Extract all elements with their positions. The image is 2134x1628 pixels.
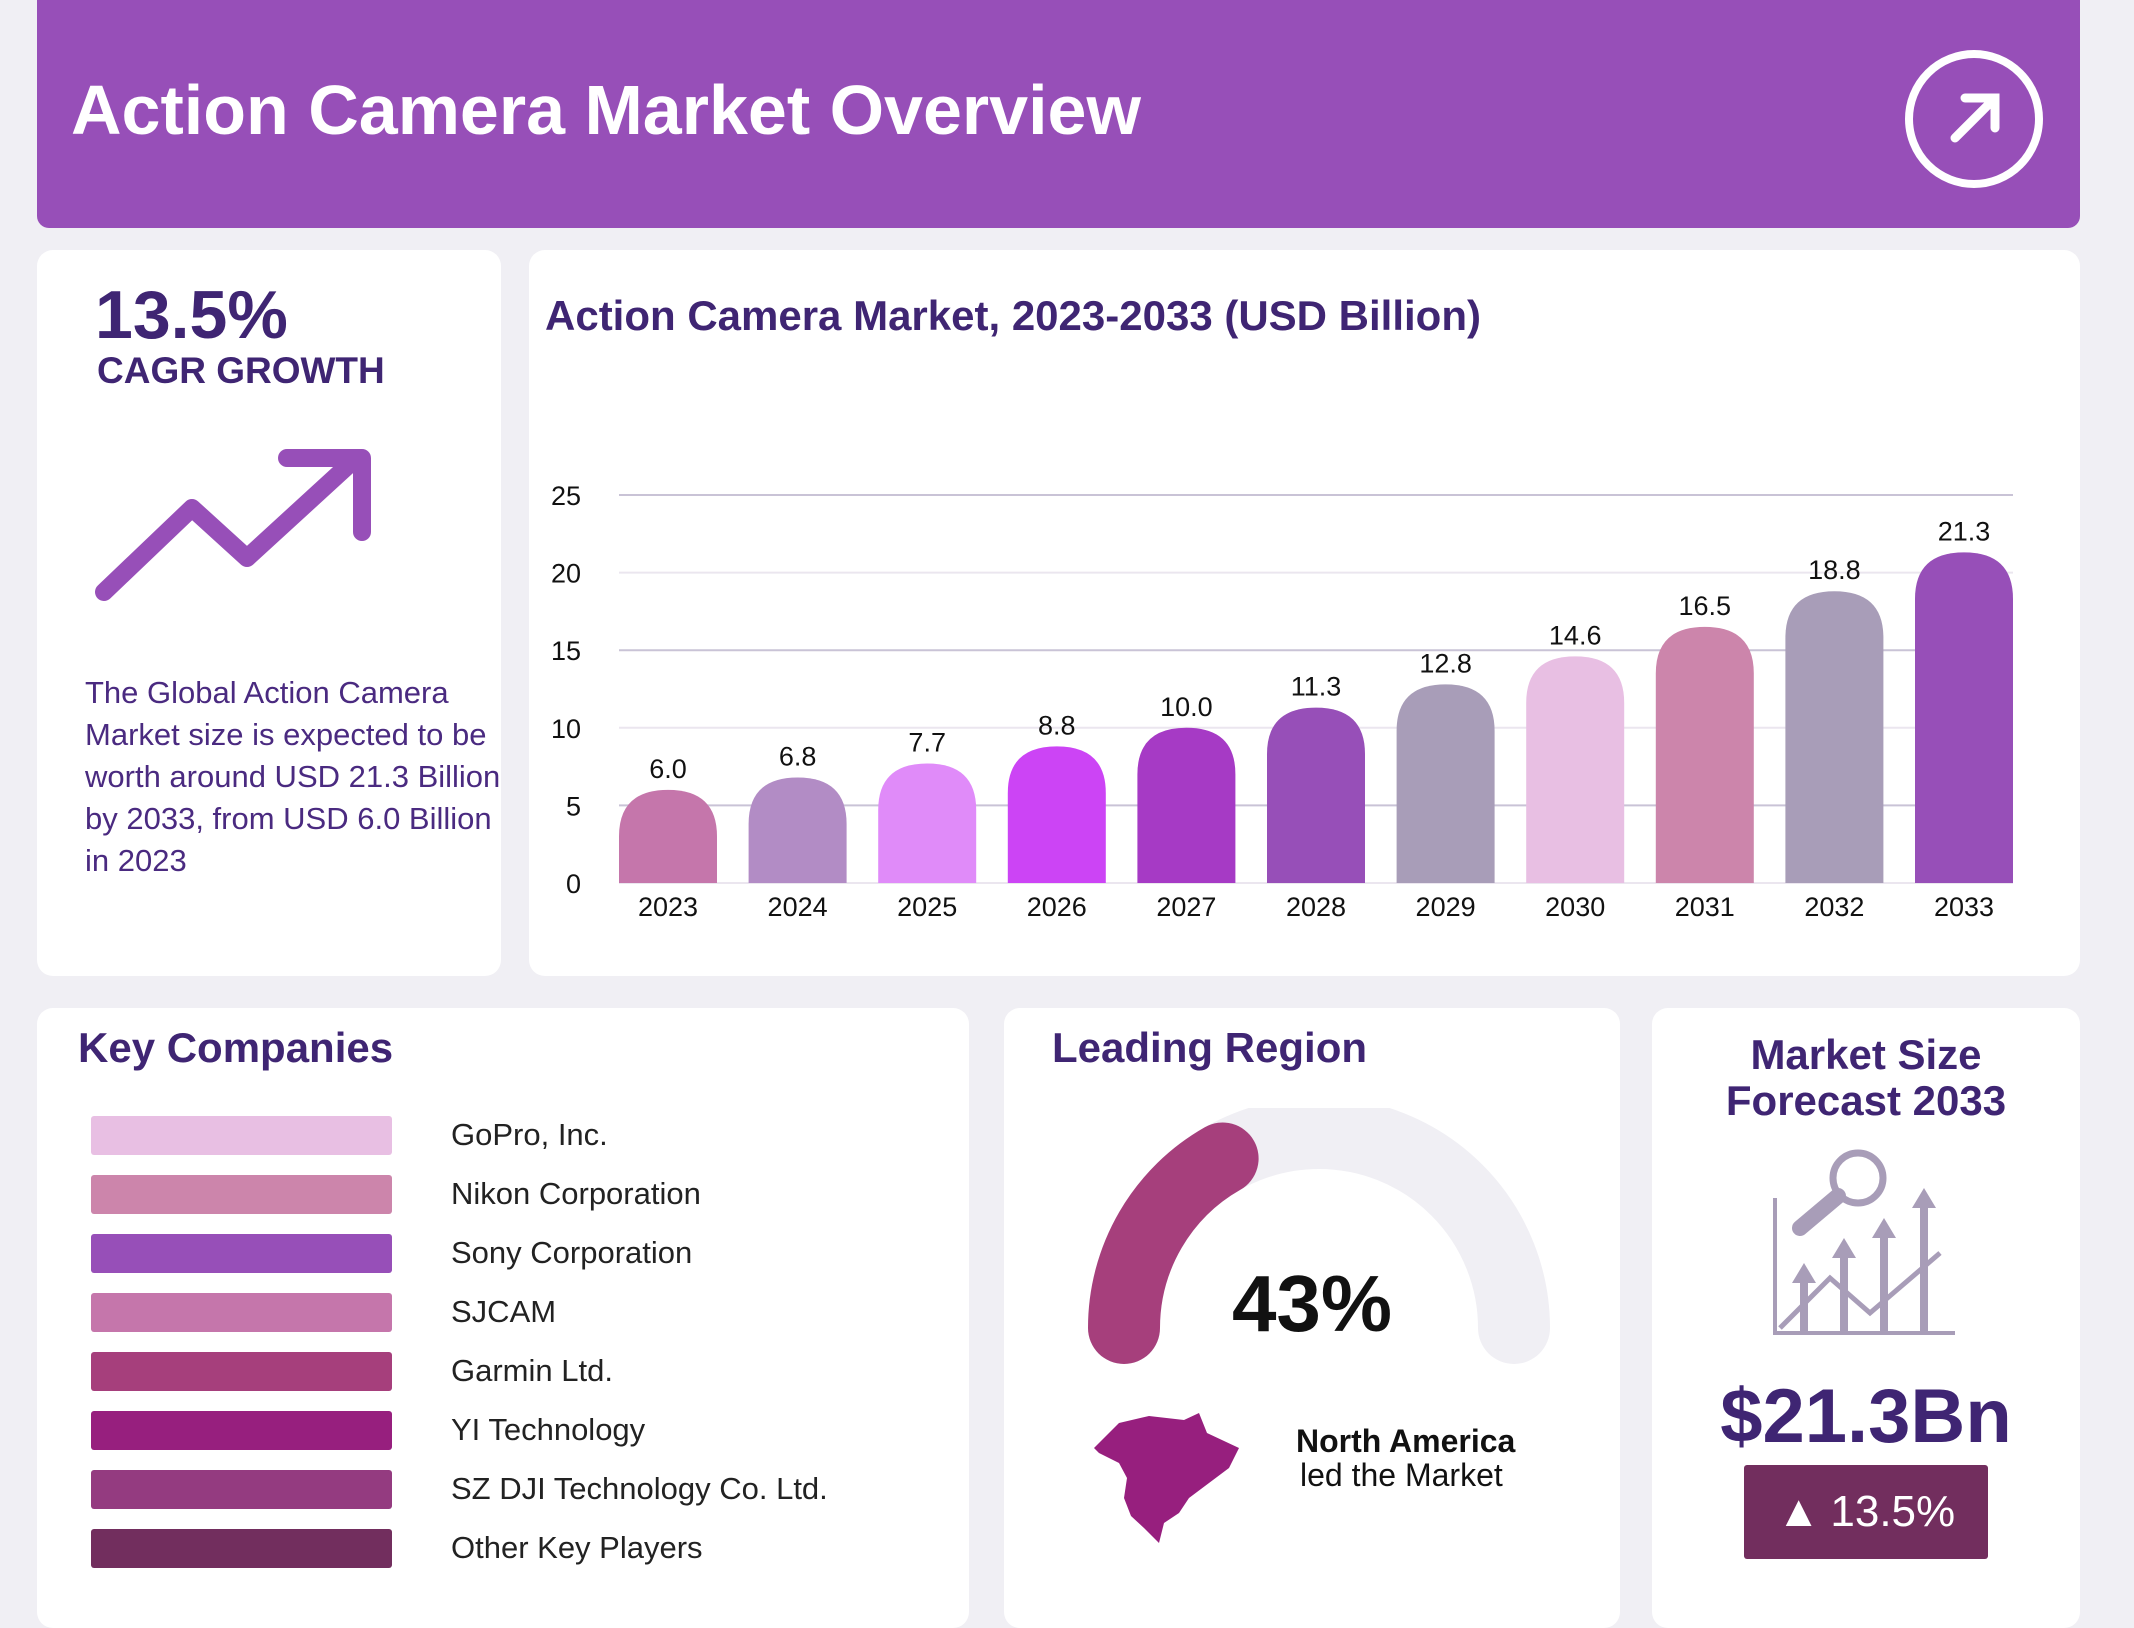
cagr-value: 13.5%	[95, 277, 288, 353]
forecast-title-line1: Market Size	[1750, 1031, 1982, 1078]
x-tick-label: 2033	[1934, 892, 1994, 922]
x-tick-label: 2030	[1545, 892, 1605, 922]
bar-value-label: 14.6	[1549, 620, 1602, 650]
header-banner: Action Camera Market Overview	[37, 0, 2080, 228]
bar-value-label: 21.3	[1938, 516, 1991, 546]
company-name: SJCAM	[451, 1294, 557, 1329]
bar-value-label: 7.7	[908, 727, 946, 757]
bar-2026	[1007, 746, 1106, 883]
company-color-swatch	[91, 1470, 392, 1509]
cagr-label: CAGR GROWTH	[97, 350, 385, 391]
x-tick-label: 2027	[1156, 892, 1216, 922]
company-name: GoPro, Inc.	[451, 1117, 608, 1152]
forecast-title-line2: Forecast 2033	[1725, 1077, 2007, 1124]
x-tick-label: 2023	[638, 892, 698, 922]
growth-value: 13.5%	[1830, 1487, 1956, 1536]
y-tick-label: 0	[566, 869, 581, 899]
region-share-gauge	[1088, 1108, 1550, 1364]
company-color-swatch	[91, 1293, 392, 1332]
bar-value-label: 11.3	[1291, 672, 1342, 702]
company-color-swatch	[91, 1175, 392, 1214]
bar-2027	[1137, 727, 1236, 883]
bar-2024	[748, 777, 847, 883]
bar-value-label: 6.0	[649, 754, 687, 784]
page-title: Action Camera Market Overview	[71, 71, 1141, 149]
key-companies-title: Key Companies	[78, 1024, 394, 1071]
company-color-swatch	[91, 1116, 392, 1155]
bar-value-label: 8.8	[1038, 710, 1076, 740]
forecast-value: $21.3Bn	[1720, 1374, 2012, 1459]
growth-badge: ▲ 13.5%	[1744, 1465, 1988, 1559]
x-tick-label: 2031	[1675, 892, 1735, 922]
forecast-card: Market Size Forecast 2033 $21.3Bn ▲ 13.5…	[1652, 1008, 2080, 1628]
bar-2025	[878, 763, 977, 883]
x-tick-label: 2024	[768, 892, 828, 922]
region-percent: 43%	[1231, 1259, 1393, 1348]
bar-2028	[1267, 707, 1365, 883]
y-tick-label: 20	[551, 559, 581, 589]
market-description: The Global Action Camera Market size is …	[85, 675, 501, 878]
gauge-fill	[1088, 1122, 1259, 1364]
x-tick-label: 2029	[1416, 892, 1476, 922]
x-tick-label: 2025	[897, 892, 957, 922]
y-tick-label: 25	[551, 481, 581, 511]
magnifier-growth-chart-icon	[1773, 1149, 1955, 1335]
leading-region-title: Leading Region	[1052, 1024, 1367, 1071]
x-tick-label: 2026	[1027, 892, 1087, 922]
x-tick-label: 2028	[1286, 892, 1346, 922]
triangle-up-icon: ▲	[1776, 1487, 1821, 1536]
company-color-swatch	[91, 1411, 392, 1450]
y-tick-label: 15	[551, 636, 581, 666]
bar-value-label: 6.8	[779, 741, 817, 771]
bar-value-label: 12.8	[1419, 648, 1472, 678]
company-name: YI Technology	[451, 1412, 646, 1447]
cagr-card: 13.5% CAGR GROWTH The Global Action Came…	[37, 250, 501, 976]
region-subtitle: led the Market	[1300, 1457, 1503, 1493]
y-tick-label: 10	[551, 714, 581, 744]
company-color-swatch	[91, 1234, 392, 1273]
company-color-swatch	[91, 1529, 392, 1568]
region-name: North America	[1296, 1423, 1516, 1459]
bar-value-label: 18.8	[1808, 555, 1861, 585]
bar-2031	[1655, 626, 1754, 883]
bar-value-label: 16.5	[1679, 591, 1732, 621]
company-name: Nikon Corporation	[451, 1176, 701, 1211]
chart-title: Action Camera Market, 2023-2033 (USD Bil…	[545, 292, 1481, 339]
trending-up-arrow-icon	[95, 449, 371, 601]
key-companies-card: Key Companies GoPro, Inc. Nikon Corporati…	[37, 1008, 969, 1628]
y-tick-label: 5	[566, 791, 581, 821]
company-name: SZ DJI Technology Co. Ltd.	[451, 1471, 828, 1506]
company-color-swatch	[91, 1352, 392, 1391]
x-tick-label: 2032	[1804, 892, 1864, 922]
bar-value-label: 10.0	[1160, 692, 1213, 722]
bar-2029	[1396, 684, 1495, 883]
bar-2032	[1785, 591, 1884, 883]
company-name: Sony Corporation	[451, 1235, 693, 1270]
leading-region-card: Leading Region 43% North America led the…	[1004, 1008, 1620, 1628]
arrow-up-right-circle-icon[interactable]	[1905, 50, 2043, 188]
company-name: Other Key Players	[451, 1530, 703, 1565]
company-name: Garmin Ltd.	[451, 1353, 613, 1388]
bar-chart: 05101520256.020236.820247.720258.8202610…	[551, 481, 2013, 922]
bar-2033	[1915, 552, 2013, 883]
bar-2023	[619, 789, 717, 883]
north-america-map-icon	[1094, 1413, 1239, 1543]
bar-2030	[1526, 656, 1625, 883]
chart-card: Action Camera Market, 2023-2033 (USD Bil…	[529, 250, 2080, 976]
